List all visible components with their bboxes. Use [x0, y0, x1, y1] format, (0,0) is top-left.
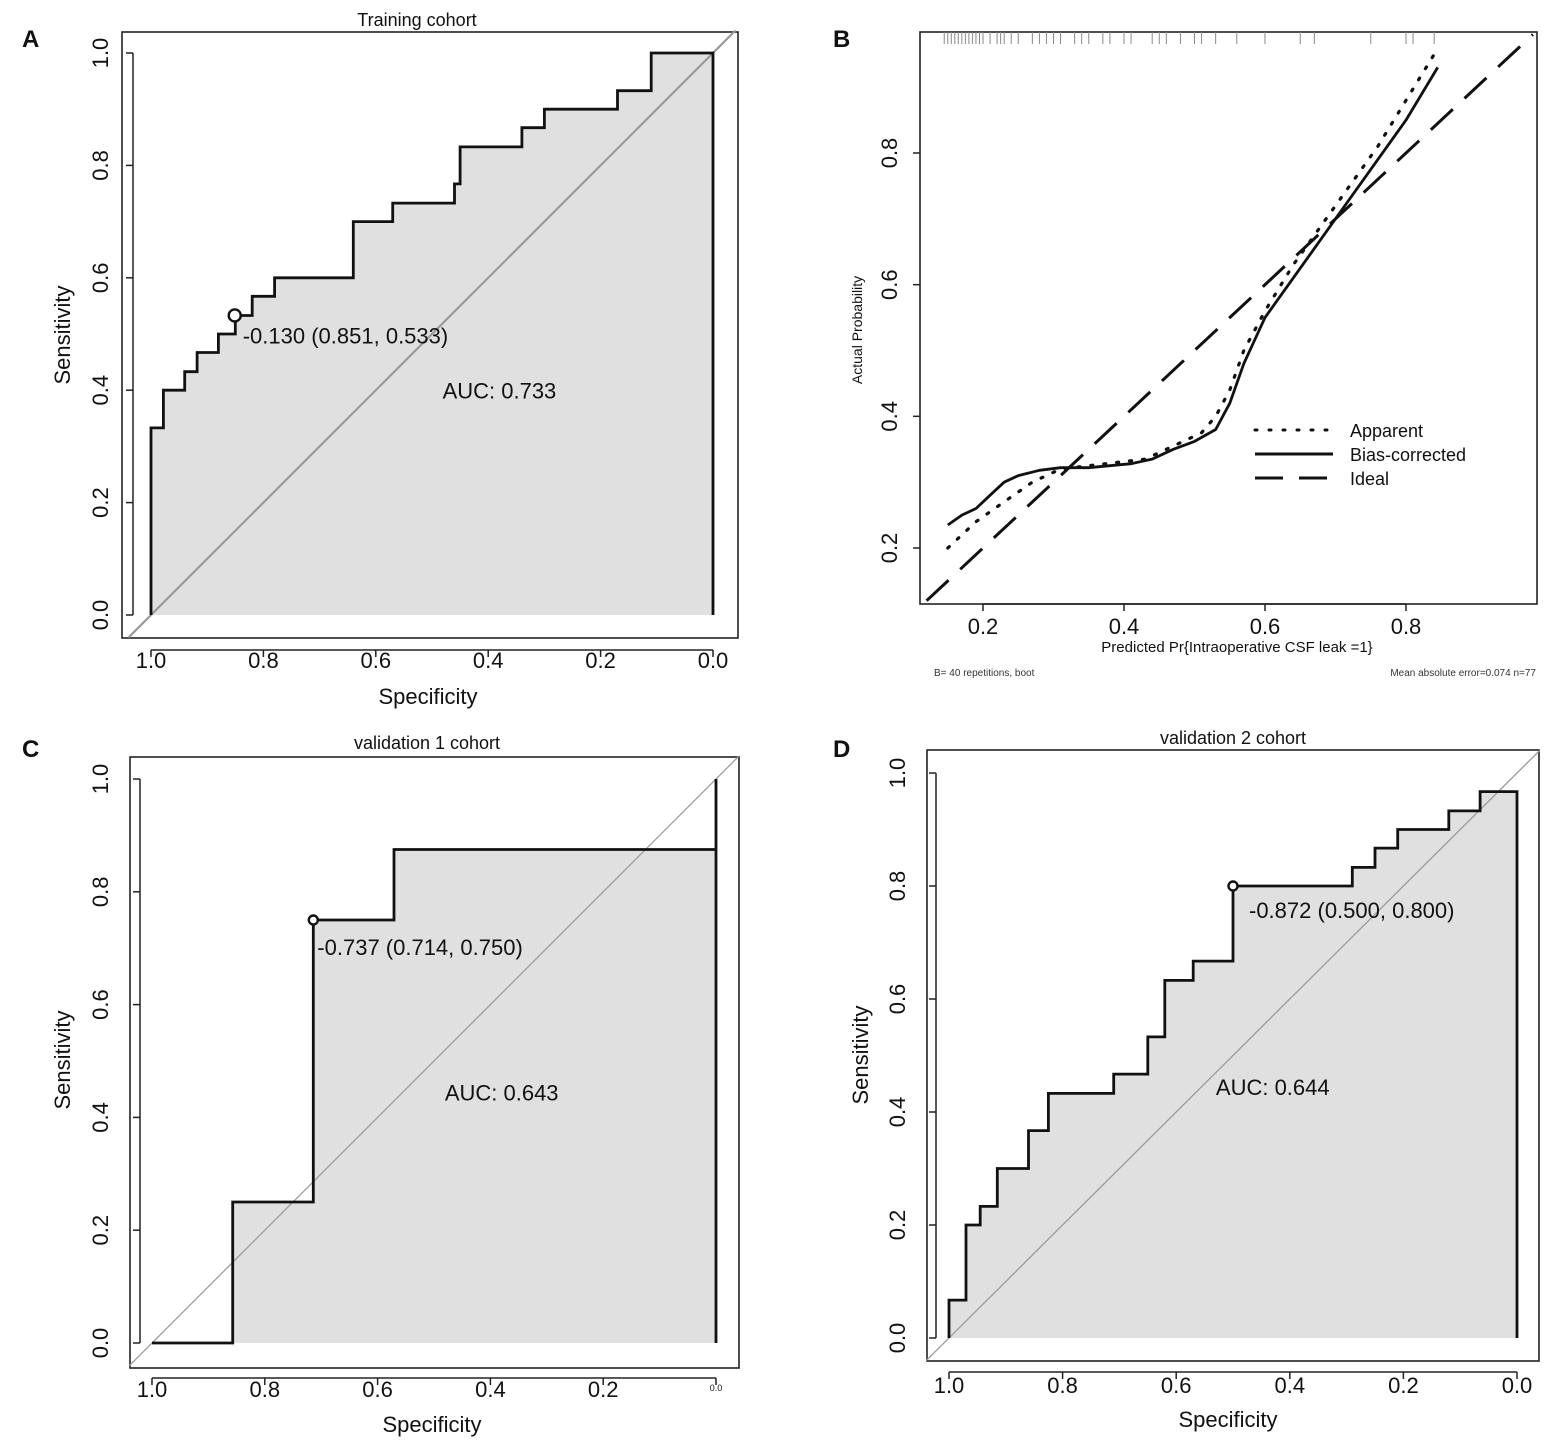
panel-a-y-tick-label: 1.0	[88, 38, 113, 69]
panel-a-y-tick-label: 0.0	[88, 600, 113, 631]
panel-c-threshold-marker	[307, 914, 320, 926]
panel-a-threshold-marker	[227, 308, 242, 323]
panel-c-xlabel: Specificity	[382, 1412, 481, 1437]
legend-bias-corrected-label: Bias-corrected	[1350, 445, 1466, 465]
panel-d-xlabel: Specificity	[1178, 1407, 1277, 1432]
panel-b-footnote-right: Mean absolute error=0.074 n=77	[1390, 668, 1536, 679]
panel-b-y-tick-label: 0.6	[877, 269, 902, 300]
panel-letter-a: A	[22, 26, 39, 53]
panel-letter-c: C	[22, 736, 39, 763]
panel-c-y-tick-label: 0.4	[88, 1102, 113, 1133]
panel-d-x-tick-label: 0.8	[1047, 1373, 1078, 1398]
panel-c-roc-curve	[152, 779, 718, 1345]
panel-d-axes: 1.0 0.8 0.6 0.4 0.2 0.0 0.0 0.2 0.4 0.6 0.8 1.0	[885, 758, 1532, 1398]
panel-b-y-tick-label: 0.8	[877, 138, 902, 169]
panel-a-y-tick-label: 0.2	[88, 487, 113, 518]
panel-a-y-tick-label: 0.8	[88, 150, 113, 181]
panel-b-y-tick-label: 0.4	[877, 401, 902, 432]
panel-d-auc-label: AUC: 0.644	[1216, 1075, 1330, 1100]
legend-ideal-label: Ideal	[1350, 469, 1389, 489]
panel-letter-d: D	[833, 736, 850, 763]
panel-d-y-tick-label: 0.0	[885, 1323, 910, 1354]
panel-a-y-tick-label: 0.4	[88, 375, 113, 406]
panel-a-threshold-label: -0.130 (0.851, 0.533)	[243, 323, 448, 348]
panel-d-x-tick-label: 1.0	[934, 1373, 965, 1398]
panel-c-x-tick-label: 0.4	[475, 1377, 506, 1402]
panel-c-x-tick-label: 1.0	[137, 1377, 168, 1402]
panel-b-x-tick-label: 0.2	[968, 614, 999, 639]
panel-b-rug	[943, 32, 1435, 44]
panel-d-y-tick-label: 0.8	[885, 871, 910, 902]
panel-c-y-tick-label: 0.8	[88, 877, 113, 908]
panel-a-x-tick-label: 0.0	[698, 648, 729, 673]
panel-c-axes: 1.0 0.8 0.6 0.4 0.2 0.0 0.0 0.2 0.4 0.6 0.8 1.0	[88, 764, 722, 1402]
panel-c-auc-label: AUC: 0.643	[445, 1080, 559, 1105]
panel-b-y-tick-label: 0.2	[877, 533, 902, 564]
panel-a-diagonal	[127, 29, 737, 639]
panel-a-axes: 1.0 0.8 0.6 0.4 0.2 0.0 0.0 0.2 0.4 0.6 0.8 1.0	[88, 38, 728, 673]
panel-c-y-tick-label: 0.6	[88, 989, 113, 1020]
panel-d-x-tick-label: 0.0	[1502, 1373, 1533, 1398]
panel-d-title: validation 2 cohort	[1160, 728, 1306, 748]
panel-d-frame	[926, 749, 1540, 1362]
panel-b-axes: 0.2 0.4 0.6 0.8 0.2 0.4 0.6 0.8	[877, 138, 1421, 639]
legend-apparent-label: Apparent	[1350, 421, 1423, 441]
panel-b-x-tick-label: 0.8	[1391, 614, 1422, 639]
panel-b-ylabel: Actual Probability	[849, 276, 865, 384]
panel-a-xlabel: Specificity	[378, 684, 477, 709]
panel-d-threshold-label: -0.872 (0.500, 0.800)	[1249, 898, 1454, 923]
panel-d-roc-curve	[947, 790, 1519, 1338]
panel-b-legend: Apparent Bias-corrected Ideal	[1253, 421, 1466, 489]
panel-c-x-tick-label: 0.0	[710, 1383, 723, 1393]
panel-b-x-tick-label: 0.4	[1109, 614, 1140, 639]
panel-c-x-tick-label: 0.6	[362, 1377, 393, 1402]
panel-d-y-tick-label: 0.6	[885, 984, 910, 1015]
panel-d-y-tick-label: 0.4	[885, 1097, 910, 1128]
panel-d-diagonal	[925, 749, 1541, 1362]
panel-b-plot-area	[925, 33, 1534, 602]
panel-a-x-tick-label: 0.2	[585, 648, 616, 673]
panel-c: C validation 1 cohort 1.0 0.8 0.6 0.4 0.2 0.0…	[22, 733, 740, 1437]
panel-a-frame	[121, 31, 739, 639]
panel-d: D validation 2 cohort 1.0 0.8 0.6 0.4 0.2 0.0…	[833, 728, 1541, 1432]
panel-d-threshold-marker	[1227, 880, 1239, 892]
panel-a-x-tick-label: 0.4	[473, 648, 504, 673]
panel-b-xlabel: Predicted Pr{Intraoperative CSF leak =1}	[1101, 639, 1372, 656]
panel-d-y-tick-label: 0.2	[885, 1210, 910, 1241]
panel-c-threshold-label: -0.737 (0.714, 0.750)	[317, 935, 522, 960]
panel-b-series-bias-corrected	[946, 66, 1439, 527]
panel-a-roc-curve	[149, 51, 715, 615]
panel-c-y-tick-label: 1.0	[88, 764, 113, 795]
panel-a-x-tick-label: 0.6	[361, 648, 392, 673]
panel-c-ylabel: Sensitivity	[50, 1010, 75, 1109]
panel-d-x-tick-label: 0.4	[1275, 1373, 1306, 1398]
panel-c-diagonal	[128, 755, 740, 1367]
panel-a-ylabel: Sensitivity	[50, 285, 75, 384]
panel-c-title: validation 1 cohort	[354, 733, 500, 753]
panel-a: A Training cohort 1.0 0.8 0.6 0.4 0.2 0.0 0.0 0…	[22, 10, 739, 709]
panel-letter-b: B	[833, 26, 850, 53]
panel-c-frame	[129, 756, 740, 1369]
panel-d-y-tick-label: 1.0	[885, 758, 910, 789]
panel-d-ylabel: Sensitivity	[848, 1005, 873, 1104]
panel-a-auc-label: AUC: 0.733	[443, 379, 557, 404]
panel-b: B 0.2 0.4 0.6 0.8 0.2 0.4 0.6 0.8 Predicted Pr{…	[833, 26, 1538, 679]
panel-d-x-tick-label: 0.6	[1161, 1373, 1192, 1398]
panel-b-x-tick-label: 0.6	[1250, 614, 1281, 639]
panel-c-y-tick-label: 0.0	[88, 1328, 113, 1359]
panel-d-x-tick-label: 0.2	[1388, 1373, 1419, 1398]
panel-b-footnote-left: B= 40 repetitions, boot	[934, 668, 1035, 679]
panel-a-x-tick-label: 1.0	[136, 648, 167, 673]
panel-b-series-ideal	[925, 33, 1534, 602]
panel-d-auc-area	[949, 791, 1517, 1338]
panel-c-x-tick-label: 0.2	[588, 1377, 619, 1402]
panel-a-x-tick-label: 0.8	[248, 648, 279, 673]
panel-a-title: Training cohort	[357, 10, 476, 30]
panel-c-y-tick-label: 0.2	[88, 1215, 113, 1246]
panel-a-y-tick-label: 0.6	[88, 263, 113, 294]
panel-c-x-tick-label: 0.8	[250, 1377, 281, 1402]
